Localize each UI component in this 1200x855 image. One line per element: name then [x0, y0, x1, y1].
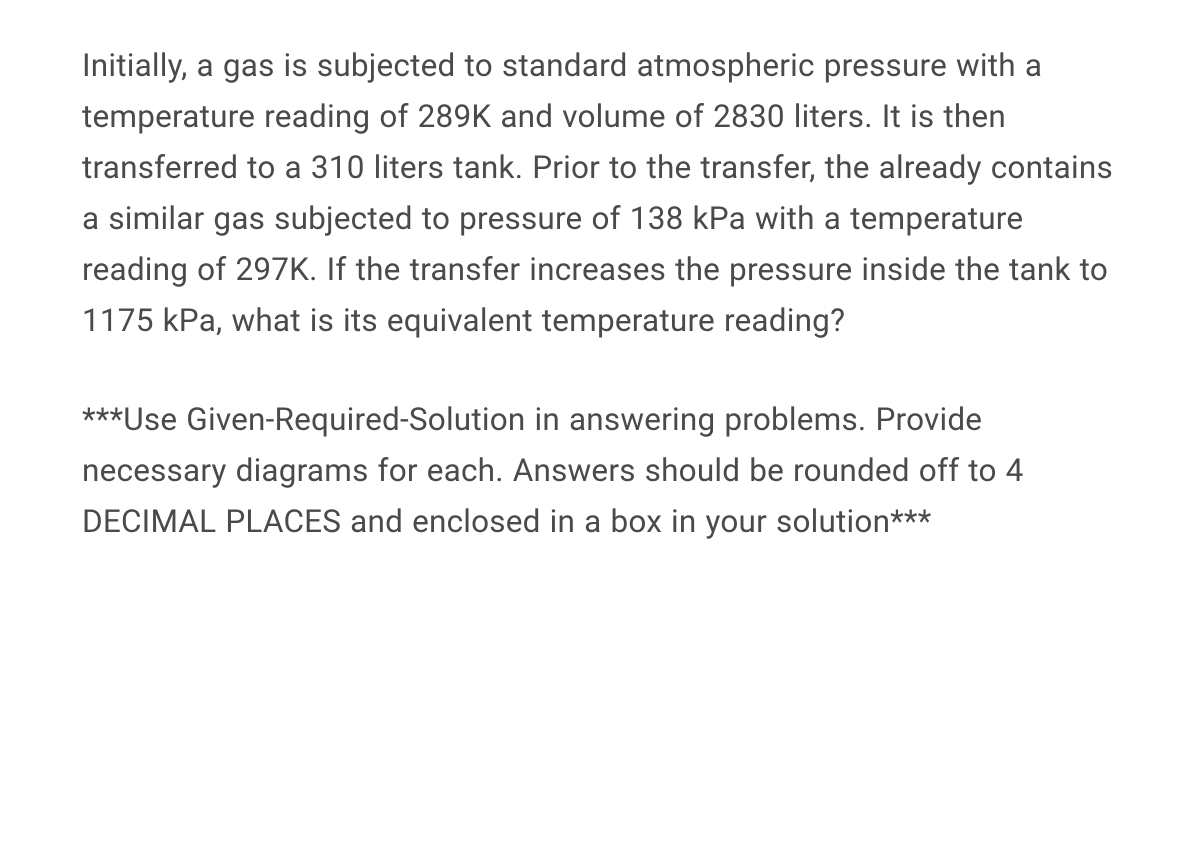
answer-instructions: ***Use Given-Required-Solution in answer… [82, 394, 1118, 547]
problem-statement: Initially, a gas is subjected to standar… [82, 40, 1118, 346]
document-page: Initially, a gas is subjected to standar… [0, 0, 1200, 855]
